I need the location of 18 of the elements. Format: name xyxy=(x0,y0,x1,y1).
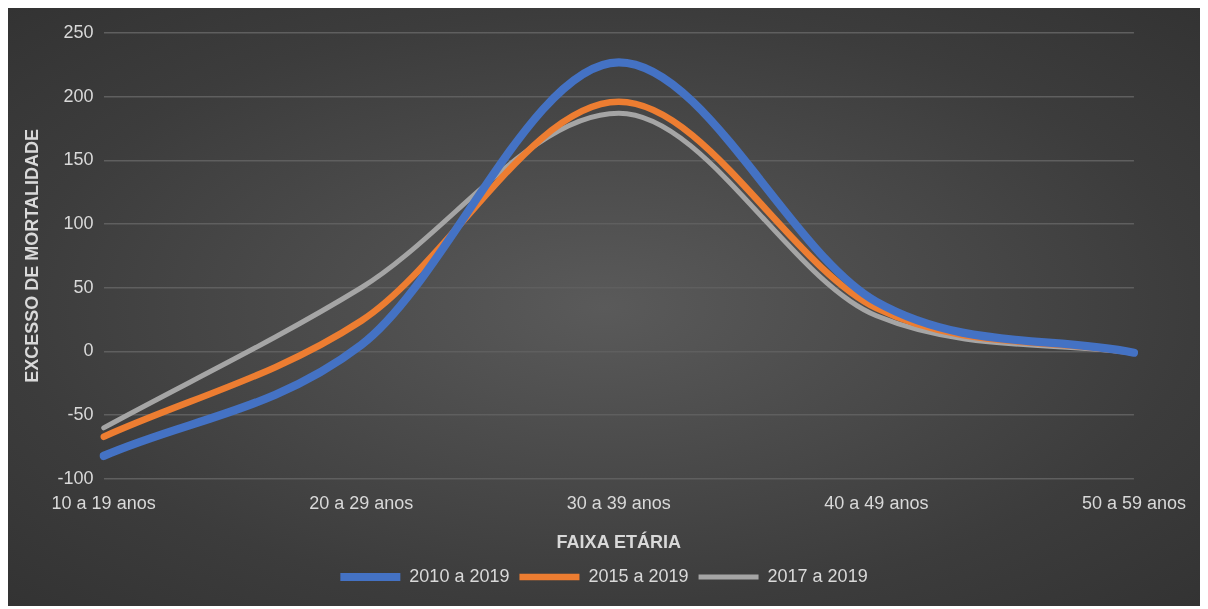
x-axis-title: FAIXA ETÁRIA xyxy=(556,531,681,553)
y-tick-label: 200 xyxy=(63,85,94,106)
y-tick-label: 250 xyxy=(63,21,94,42)
x-tick-label: 40 a 49 anos xyxy=(824,492,929,513)
legend-label: 2010 a 2019 xyxy=(409,565,510,586)
x-tick-label: 20 a 29 anos xyxy=(309,492,414,513)
y-tick-label: 50 xyxy=(73,276,94,297)
x-tick-label: 30 a 39 anos xyxy=(566,492,671,513)
legend-label: 2017 a 2019 xyxy=(767,565,868,586)
y-tick-label: 0 xyxy=(83,340,94,361)
y-axis-title: EXCESSO DE MORTALIDADE xyxy=(21,129,42,383)
y-tick-label: -100 xyxy=(57,467,94,488)
y-tick-label: -50 xyxy=(67,404,94,425)
y-tick-label: 150 xyxy=(63,149,94,170)
y-tick-label: 100 xyxy=(63,213,94,234)
x-tick-label: 50 a 59 anos xyxy=(1081,492,1186,513)
legend-label: 2015 a 2019 xyxy=(588,565,689,586)
x-tick-label: 10 a 19 anos xyxy=(51,492,156,513)
